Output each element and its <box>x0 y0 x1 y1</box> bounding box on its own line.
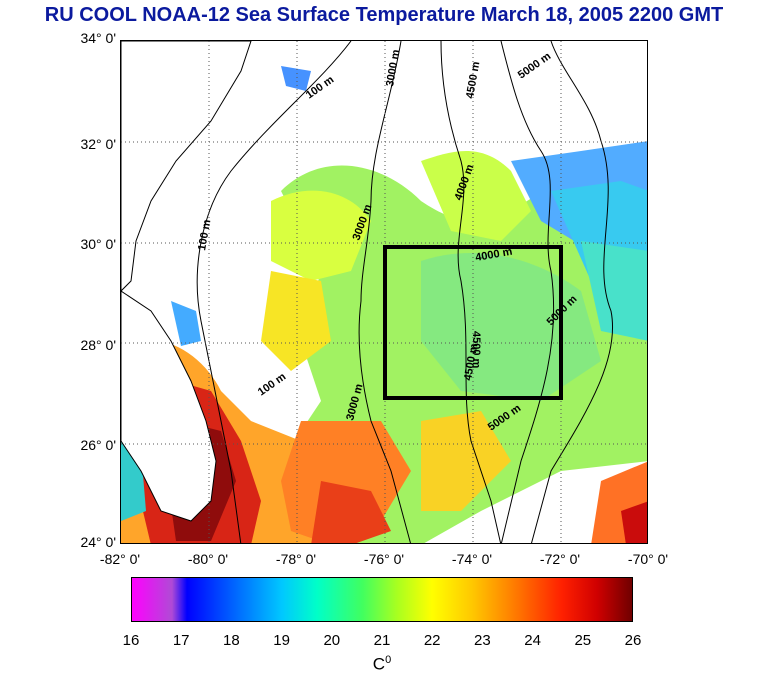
colorbar-tick-label: 26 <box>624 632 642 649</box>
map-title: RU COOL NOAA-12 Sea Surface Temperature … <box>44 4 724 26</box>
colorbar-tick-label: 21 <box>373 632 391 649</box>
latitude-label: 34° 0' <box>80 30 116 46</box>
longitude-label: -80° 0' <box>187 551 229 567</box>
colorbar-tick-label: 24 <box>524 632 541 649</box>
longitude-label: -78° 0' <box>275 551 317 567</box>
latitude-label: 28° 0' <box>80 337 116 353</box>
colorbar-tick-label: 16 <box>122 632 140 649</box>
study-region-box <box>383 245 563 400</box>
land-mass <box>121 41 252 292</box>
temperature-colorbar <box>131 577 633 622</box>
colorbar-tick-label: 25 <box>574 632 592 649</box>
colorbar-unit: C0 <box>372 654 392 674</box>
latitude-label: 32° 0' <box>80 136 116 152</box>
colorbar-tick-label: 23 <box>474 632 491 649</box>
longitude-label: -70° 0' <box>627 551 669 567</box>
latitude-label: 24° 0' <box>80 534 116 550</box>
bathymetry-contours <box>196 41 613 543</box>
colorbar-tick-label: 19 <box>273 632 290 649</box>
contour-label: 4500 m <box>470 331 482 369</box>
latitude-label: 26° 0' <box>80 437 116 453</box>
colorbar-tick-label: 22 <box>423 632 441 649</box>
sst-map[interactable]: 100 m 3000 m 4500 m 5000 m 4000 m 3000 m… <box>120 40 648 544</box>
longitude-label: -74° 0' <box>451 551 493 567</box>
longitude-label: -76° 0' <box>363 551 405 567</box>
contour-label: 100 m <box>196 219 213 252</box>
florida-peninsula <box>121 290 217 522</box>
colorbar-tick-label: 17 <box>172 632 190 649</box>
sst-map-canvas: 100 m 3000 m 4500 m 5000 m 4000 m 3000 m… <box>121 41 647 543</box>
colorbar-tick-label: 20 <box>323 632 341 649</box>
longitude-label: -82° 0' <box>99 551 141 567</box>
latitude-label: 30° 0' <box>80 236 116 252</box>
colorbar-tick-label: 18 <box>223 632 240 649</box>
longitude-label: -72° 0' <box>539 551 581 567</box>
